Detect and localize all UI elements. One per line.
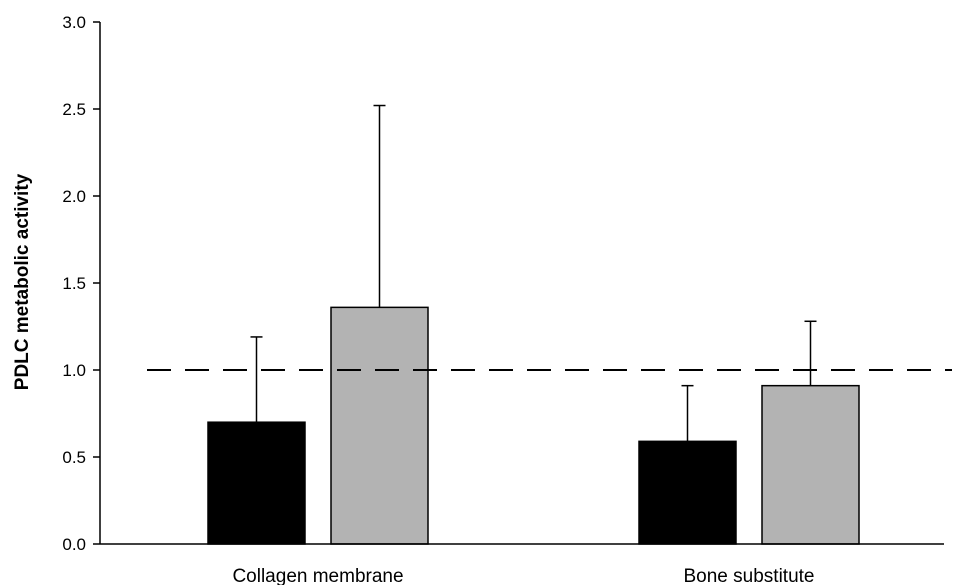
x-category-label: Collagen membrane — [232, 566, 403, 585]
bar — [638, 440, 737, 545]
bar — [761, 384, 860, 545]
y-tick-label: 1.0 — [62, 361, 86, 380]
bars-layer — [207, 306, 860, 545]
bar — [207, 421, 306, 545]
y-tick-label: 0.5 — [62, 448, 86, 467]
y-axis-title: PDLC metabolic activity — [12, 173, 33, 390]
x-category-label: Bone substitute — [684, 566, 815, 585]
y-tick-label: 1.5 — [62, 274, 86, 293]
y-tick-label: 3.0 — [62, 13, 86, 32]
error-bars-layer — [250, 104, 817, 442]
y-tick-label: 0.0 — [62, 535, 86, 554]
bar — [330, 306, 429, 545]
y-tick-label: 2.5 — [62, 100, 86, 119]
axes-layer: 0.0 0.5 1.0 1.5 2.0 2.5 3.0 Collagen membrane Bo… — [62, 13, 944, 585]
y-tick-label: 2.0 — [62, 187, 86, 206]
